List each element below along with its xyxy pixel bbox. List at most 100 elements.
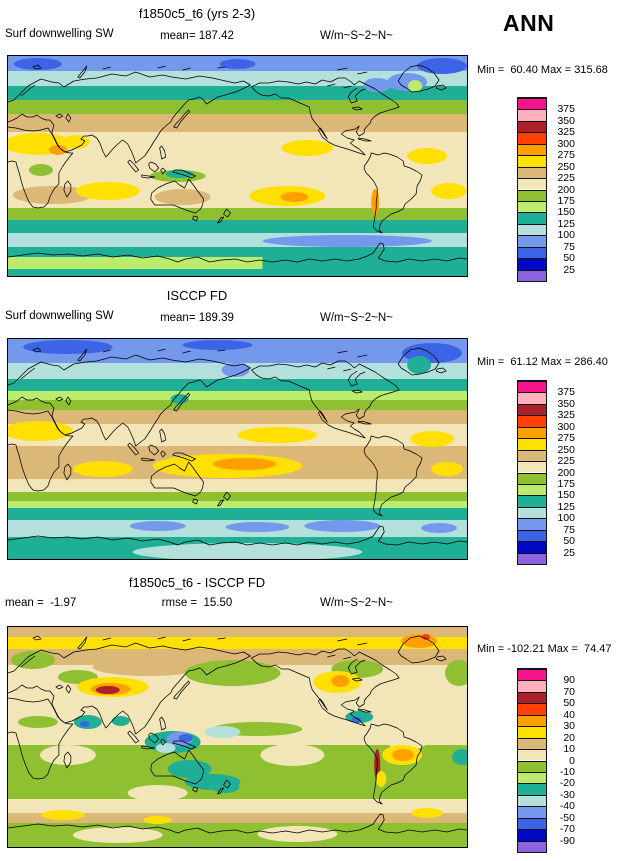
colorbar-tick-label: 325 <box>557 409 575 422</box>
colorbar-tick-label: 25 <box>563 546 575 559</box>
map-contour-blob <box>13 58 62 70</box>
coastline <box>150 749 204 785</box>
map-contour-blob <box>204 726 241 738</box>
map-contour-blob <box>211 781 240 793</box>
colorbar-tick-label: 30 <box>563 720 575 733</box>
colorbar-cell <box>518 109 546 121</box>
coastline <box>192 786 198 793</box>
colorbar-cell <box>518 669 546 681</box>
map-plot-obs <box>7 338 468 560</box>
colorbar-cell <box>518 518 546 530</box>
coastline <box>65 684 72 694</box>
colorbar-tick-label: -20 <box>559 777 575 790</box>
map-contour-band <box>8 492 467 501</box>
colorbar-cell <box>518 449 546 462</box>
coastline <box>223 779 231 789</box>
colorbar-cell <box>518 749 546 761</box>
coastline <box>347 658 366 675</box>
colorbar-tick-label: 300 <box>557 420 575 433</box>
coastline <box>32 64 42 70</box>
map-contour-blob <box>17 716 58 728</box>
colorbar-tick-label: -50 <box>559 811 575 824</box>
colorbar-cell <box>518 726 546 738</box>
map-contour-blob <box>219 59 256 69</box>
map-contour-blob <box>61 135 90 149</box>
coastline <box>8 813 467 834</box>
coastline <box>141 745 156 750</box>
map-contour-band <box>8 479 467 492</box>
map-contour-band <box>8 379 467 391</box>
coastline <box>148 444 160 456</box>
colorbar-cell <box>518 258 546 270</box>
coastline <box>32 635 42 641</box>
coastline <box>172 740 196 750</box>
panel3-title: f1850c5_t6 - ISCCP FD <box>128 575 266 590</box>
coastline <box>150 178 204 214</box>
colorbar-tick-label: -90 <box>559 834 575 847</box>
colorbar-tick-label: 50 <box>563 535 575 548</box>
colorbar-cell <box>518 760 546 772</box>
colorbar-cell <box>518 223 546 236</box>
coastline <box>251 648 366 659</box>
map-contour-blob <box>407 356 432 374</box>
map-contour-blob <box>40 810 85 820</box>
colorbar-cell <box>518 680 546 692</box>
coastline <box>20 84 36 97</box>
map-contour-band <box>8 100 467 114</box>
colorbar-tick-label: 175 <box>557 194 575 207</box>
map-contour-blob <box>132 543 363 559</box>
colorbar-tick-label: 125 <box>557 217 575 230</box>
map-contour-blob <box>237 427 318 443</box>
panel1-minmax-label: Min = 60.40 Max = 315.68 <box>477 64 608 76</box>
coastline <box>8 396 55 417</box>
colorbar-tick-label: 375 <box>557 103 575 116</box>
map-contour-band <box>8 114 467 132</box>
colorbar-tick-label: 250 <box>557 443 575 456</box>
coastline <box>347 87 366 104</box>
map-contour-blob <box>39 745 96 765</box>
coastline <box>173 680 190 700</box>
colorbar-tick-label: 70 <box>563 685 575 698</box>
map-contour-blob <box>281 140 334 156</box>
map-contour-blob <box>408 80 423 92</box>
coastline <box>102 65 368 89</box>
colorbar-tick-label: -10 <box>559 765 575 778</box>
map-plot-model <box>7 55 468 277</box>
map-contour-blob <box>304 520 381 532</box>
colorbar-cell <box>518 415 546 427</box>
coastline <box>435 84 447 91</box>
panel1-title: f1850c5_t6 (yrs 2-3) <box>138 6 256 21</box>
colorbar-cell <box>518 438 546 450</box>
coastline <box>351 389 363 394</box>
map-contour-blob <box>143 816 172 824</box>
map-contour-blob <box>95 686 120 694</box>
map-contour-blob <box>363 78 392 92</box>
colorbar-tick-label: 200 <box>557 466 575 479</box>
map-contour-band <box>8 208 467 220</box>
coastline <box>160 450 167 458</box>
colorbar-tick-label: 300 <box>557 137 575 150</box>
coastline <box>51 367 251 447</box>
map-contour-blob <box>178 734 193 742</box>
map-contour-blob <box>10 651 55 669</box>
coastline <box>8 684 55 705</box>
colorbar-tick-label: 150 <box>557 206 575 219</box>
map-contour-blob <box>22 340 113 354</box>
map-contour-band <box>8 627 467 637</box>
coastline <box>173 109 190 129</box>
map-contour-band <box>8 86 467 100</box>
coastline <box>357 137 372 142</box>
coastline <box>340 366 400 439</box>
panel1-units-label: W/m~S~2~N~ <box>320 30 393 42</box>
colorbar-tick-label: 225 <box>557 455 575 468</box>
colorbar-diff: 90 70 50 40 30 20 10 0 -10 -20 -30 -40 -50 -70 -90 <box>517 668 575 853</box>
colorbar-tick-label: 175 <box>557 477 575 490</box>
coastline <box>340 654 400 727</box>
coastline <box>351 677 363 682</box>
colorbar-cell <box>518 200 546 213</box>
map-contour-blob <box>421 523 458 533</box>
coastline <box>347 370 366 387</box>
colorbar-model: 375 350 325 300 275 250 225 200 175 150 125 100 75 50… <box>517 97 575 282</box>
colorbar-cell <box>518 794 546 807</box>
panel1-variable-label: Surf downwelling SW <box>5 28 114 40</box>
